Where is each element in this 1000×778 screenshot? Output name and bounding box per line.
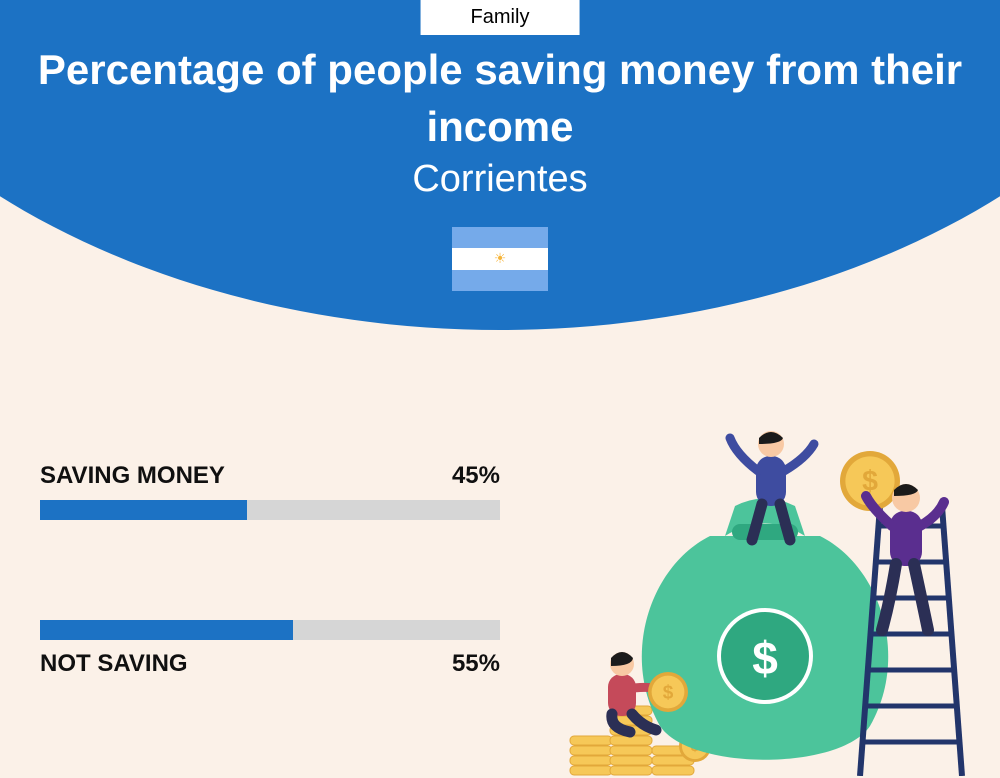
- bar-labels: NOT SAVING 55%: [40, 650, 500, 678]
- page-title: Percentage of people saving money from t…: [0, 42, 1000, 155]
- bar-track: [40, 620, 500, 640]
- category-badge: Family: [421, 0, 580, 35]
- bar-value: 45%: [452, 462, 500, 490]
- bar-label: SAVING MONEY: [40, 462, 225, 490]
- money-bag-icon: $: [642, 499, 888, 760]
- page-subtitle: Corrientes: [0, 158, 1000, 201]
- flag-stripe-bottom: [452, 270, 548, 291]
- flag-stripe-mid: ☀: [452, 248, 548, 269]
- bar-fill: [40, 620, 293, 640]
- svg-text:$: $: [663, 682, 674, 703]
- bar-track: [40, 500, 500, 520]
- sun-icon: ☀: [494, 250, 507, 267]
- bar-label: NOT SAVING: [40, 650, 188, 678]
- bar-group-saving: SAVING MONEY 45%: [40, 462, 500, 520]
- bar-group-not-saving: NOT SAVING 55%: [40, 620, 500, 678]
- savings-illustration: $ $ $ $: [560, 416, 980, 776]
- argentina-flag-icon: ☀: [452, 227, 548, 291]
- category-text: Family: [471, 6, 530, 28]
- bar-value: 55%: [452, 650, 500, 678]
- bar-fill: [40, 500, 247, 520]
- svg-text:$: $: [752, 632, 778, 684]
- bars-area: SAVING MONEY 45% NOT SAVING 55%: [40, 462, 500, 778]
- bar-labels: SAVING MONEY 45%: [40, 462, 500, 490]
- flag-stripe-top: [452, 227, 548, 248]
